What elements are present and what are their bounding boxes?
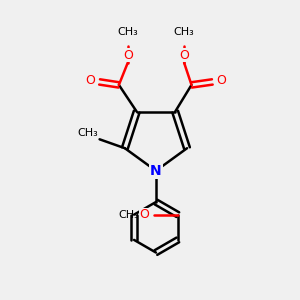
Text: CH₃: CH₃: [174, 27, 194, 38]
Text: CH₃: CH₃: [117, 27, 138, 38]
Text: CH₃: CH₃: [118, 210, 139, 220]
Text: O: O: [123, 49, 133, 62]
Text: CH₃: CH₃: [77, 128, 98, 138]
Text: O: O: [179, 49, 189, 62]
Text: O: O: [85, 74, 95, 87]
Text: O: O: [140, 208, 150, 221]
Text: N: N: [150, 164, 162, 178]
Text: O: O: [216, 74, 226, 87]
